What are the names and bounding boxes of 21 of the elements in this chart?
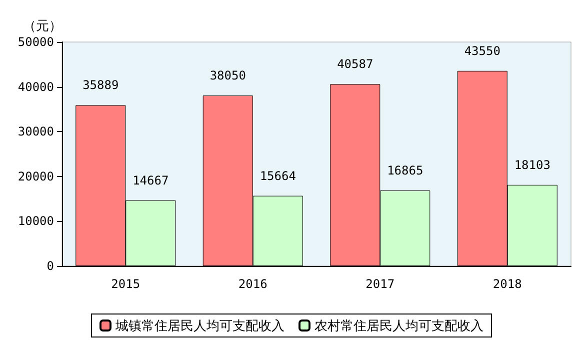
x-tick-label: 2017 [366,277,395,291]
data-label: 43550 [464,44,500,58]
y-tick-label: 20000 [18,169,54,184]
data-label: 40587 [337,57,374,72]
x-tick-label: 2016 [238,277,268,291]
data-label: 18103 [514,158,550,172]
y-axis-title: （元） [23,18,62,33]
y-tick-label: 40000 [18,80,54,94]
y-tick-label: 30000 [18,124,54,139]
y-tick-label: 0 [46,259,54,273]
y-tick-label: 10000 [18,214,54,228]
legend-label: 城镇常住居民人均可支配收入 [114,318,284,333]
x-tick-label: 2018 [492,277,522,291]
data-label: 35889 [82,78,119,92]
data-label: 38050 [210,68,246,83]
data-label: 14667 [132,173,169,188]
y-tick-label: 50000 [18,35,54,49]
legend-label: 农村常住居民人均可支配收入 [314,318,484,333]
x-tick-label: 2015 [111,277,140,291]
data-label: 15664 [260,168,296,183]
data-label: 16865 [387,163,424,178]
